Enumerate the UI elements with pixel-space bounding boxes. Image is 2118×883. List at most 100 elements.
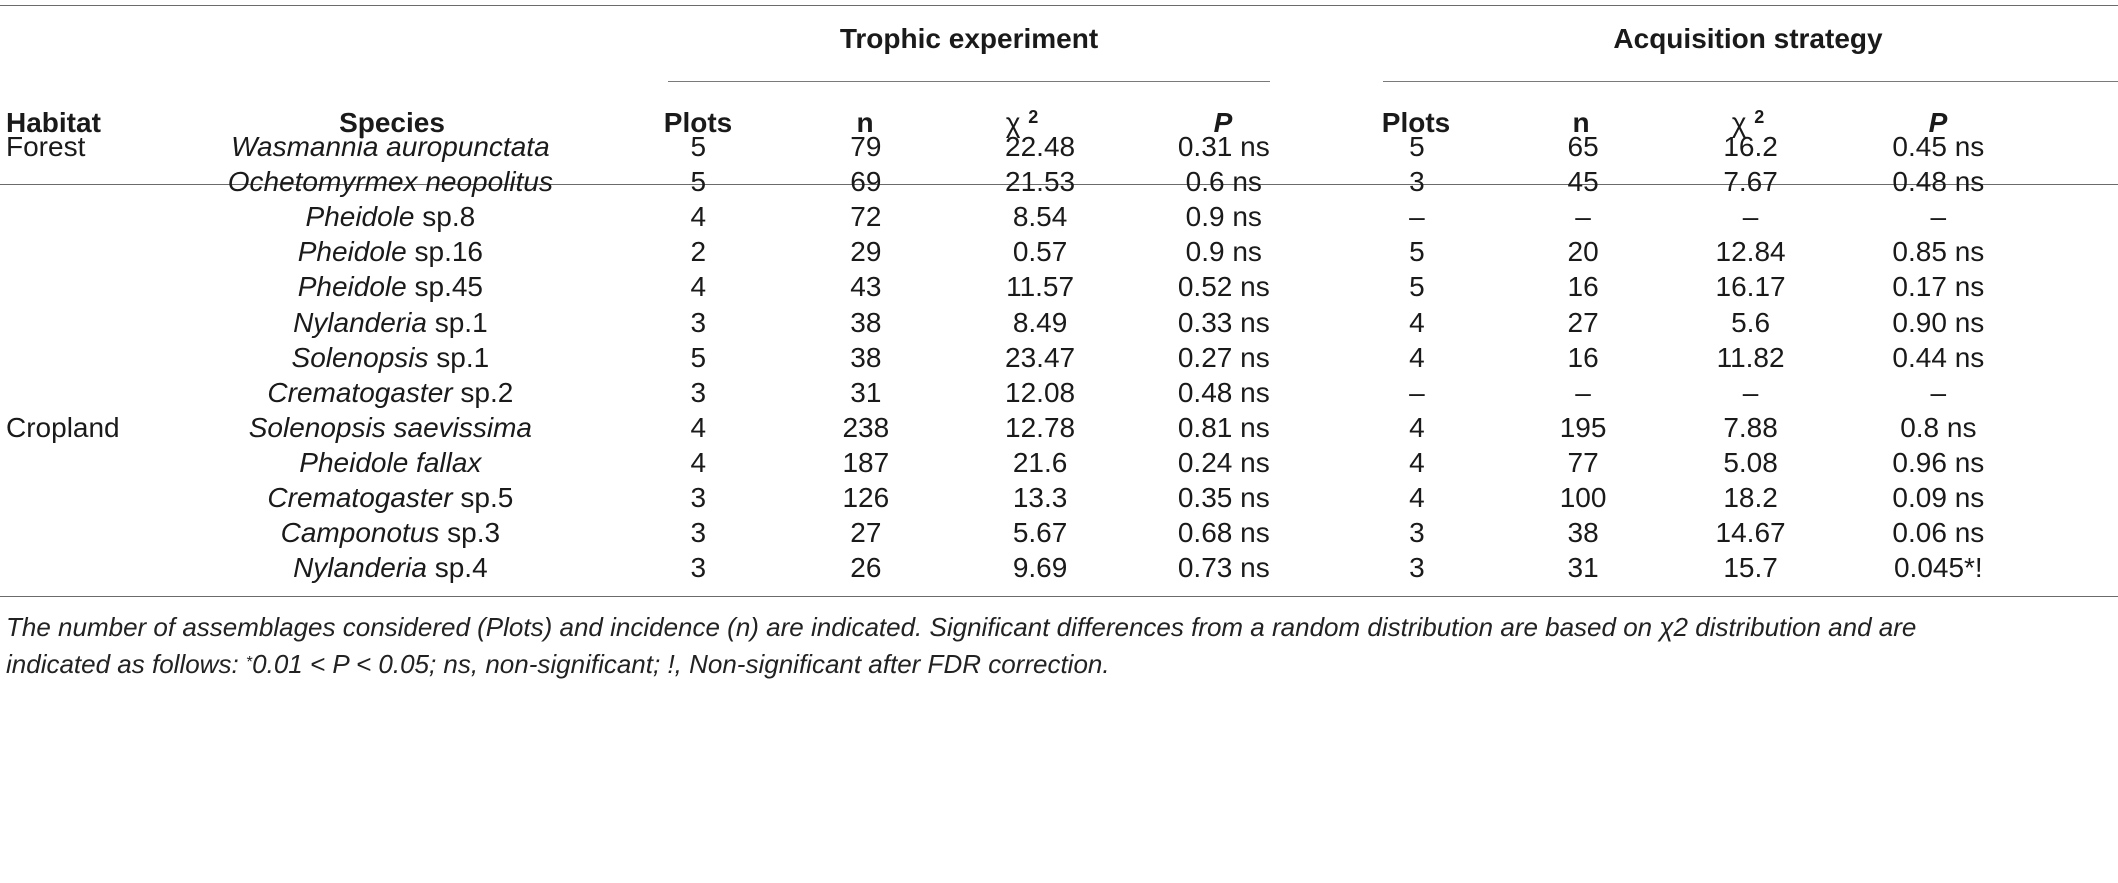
acquisition-plots-cell: 5	[1409, 236, 1425, 268]
acquisition-n-cell: 77	[1567, 446, 1599, 478]
trophic-p-cell: 0.27 ns	[1177, 341, 1270, 373]
acquisition-plots-cell: 3	[1409, 517, 1425, 549]
acquisition-p-cell: 0.96 ns	[1892, 446, 1985, 478]
species-genus: Solenopsis	[291, 341, 429, 373]
acquisition-p-cell: –	[1930, 201, 1947, 233]
trophic-p-cell: 0.81 ns	[1177, 411, 1270, 443]
acquisition-n-cell: –	[1575, 376, 1591, 408]
species-cell: Pheidole sp.45	[298, 270, 483, 304]
species-cell: Pheidole fallax	[299, 446, 481, 480]
trophic-p-cell: 0.24 ns	[1177, 446, 1270, 478]
acquisition-plots-cell: 4	[1409, 341, 1425, 373]
species-suffix: sp.4	[426, 552, 488, 584]
acquisition-p-cell: –	[1930, 376, 1947, 408]
trophic-n-cell: 31	[850, 376, 882, 408]
trophic-p-cell: 0.33 ns	[1177, 306, 1270, 338]
acquisition-n-cell: 20	[1567, 236, 1599, 268]
acquisition-n-cell: 16	[1567, 341, 1599, 373]
species-genus: Wasmannia auropunctata	[231, 131, 550, 162]
species-suffix: sp.45	[406, 271, 483, 303]
column-header-acquisition-p: P	[1928, 107, 1948, 138]
acquisition-n-cell: 45	[1567, 166, 1599, 198]
species-suffix: sp.5	[452, 482, 514, 513]
species-suffix: sp.2	[452, 376, 514, 408]
trophic-p-cell: 0.9 ns	[1185, 201, 1262, 233]
acquisition-chi-cell: 7.88	[1723, 411, 1778, 443]
acquisition-plots-cell: 3	[1409, 166, 1425, 198]
trophic-plots-cell: 5	[690, 131, 707, 162]
trophic-n-cell: 126	[842, 482, 890, 513]
acquisition-plots-cell: 5	[1409, 131, 1425, 162]
trophic-plots-cell: 3	[690, 376, 707, 408]
acquisition-chi-cell: 18.2	[1723, 482, 1778, 513]
acquisition-n-cell: 100	[1559, 482, 1607, 513]
acquisition-plots-cell: 4	[1409, 446, 1425, 478]
acquisition-p-cell: 0.09 ns	[1892, 482, 1985, 513]
acquisition-plots-cell: 4	[1409, 306, 1425, 338]
trophic-chi-cell: 21.53	[1005, 166, 1076, 198]
trophic-n-cell: 29	[850, 236, 882, 268]
trophic-chi-cell: 12.78	[1005, 411, 1076, 443]
species-genus: Ochetomyrmex neopolitus	[227, 166, 553, 198]
species-cell: Solenopsis saevissima	[249, 411, 532, 445]
trophic-chi-cell: 0.57	[1012, 236, 1068, 268]
species-genus: Pheidole	[297, 236, 407, 268]
acquisition-p-cell: 0.48 ns	[1892, 166, 1985, 198]
trophic-n-cell: 43	[850, 271, 882, 303]
acquisition-plots-cell: –	[1409, 201, 1425, 233]
column-header-trophic-p: P	[1213, 107, 1233, 138]
species-suffix: sp.16	[406, 236, 483, 268]
acquisition-p-cell: 0.45 ns	[1892, 131, 1985, 162]
trophic-plots-cell: 5	[690, 341, 707, 373]
acquisition-chi-cell: 11.82	[1716, 341, 1785, 373]
trophic-chi-cell: 12.08	[1005, 376, 1076, 408]
footnote-line-2: indicated as follows: *0.01 < P < 0.05; …	[6, 649, 1110, 679]
acquisition-chi-cell: 7.67	[1723, 166, 1778, 198]
trophic-plots-cell: 4	[690, 201, 707, 233]
trophic-n-cell: 187	[842, 446, 890, 478]
species-genus: Pheidole fallax	[299, 446, 482, 478]
trophic-p-cell: 0.9 ns	[1185, 236, 1262, 268]
acquisition-plots-cell: 3	[1409, 552, 1425, 584]
acquisition-plots-cell: 4	[1409, 411, 1425, 443]
acquisition-n-cell: 38	[1567, 517, 1599, 549]
trophic-plots-cell: 5	[690, 166, 707, 198]
trophic-chi-cell: 13.3	[1012, 482, 1068, 513]
species-genus: Camponotus	[280, 517, 440, 549]
acquisition-p-cell: 0.17 ns	[1892, 271, 1985, 303]
species-suffix: sp.8	[414, 201, 476, 233]
species-genus: Nylanderia	[293, 552, 427, 584]
column-header-trophic-chi: χ 2	[1005, 107, 1039, 138]
trophic-chi-cell: 23.47	[1005, 341, 1076, 373]
trophic-n-cell: 38	[850, 306, 882, 338]
acquisition-p-cell: 0.90 ns	[1892, 306, 1985, 338]
column-header-acquisition-n: n	[1572, 107, 1590, 138]
acquisition-p-cell: 0.85 ns	[1892, 236, 1985, 268]
species-suffix: sp.3	[439, 517, 501, 549]
table-bottom-rule	[0, 596, 2118, 597]
acquisition-chi-cell: 5.6	[1731, 306, 1771, 338]
header-bottom-rule	[0, 184, 2118, 185]
trophic-n-cell: 26	[850, 552, 882, 584]
acquisition-chi-cell: –	[1742, 376, 1759, 408]
acquisition-chi-cell: 16.2	[1723, 131, 1778, 162]
column-header-trophic-plots: Plots	[663, 107, 733, 138]
acquisition-plots-cell: 5	[1409, 271, 1425, 303]
trophic-plots-cell: 4	[690, 446, 707, 478]
acquisition-chi-cell: 16.17	[1715, 271, 1786, 303]
column-header-habitat: Habitat	[6, 107, 101, 138]
trophic-plots-cell: 3	[690, 517, 707, 549]
table-footnote: The number of assemblages considered (Pl…	[6, 609, 2106, 683]
acquisition-plots-cell: –	[1409, 376, 1425, 408]
group-header-trophic: Trophic experiment	[839, 23, 1099, 54]
acquisition-n-cell: 65	[1567, 131, 1599, 162]
acquisition-p-cell: 0.44 ns	[1892, 341, 1985, 373]
trophic-p-cell: 0.52 ns	[1177, 271, 1270, 303]
trophic-chi-cell: 9.69	[1012, 552, 1068, 584]
species-cell: Camponotus sp.3	[281, 516, 500, 550]
species-cell: Pheidole sp.8	[306, 200, 476, 234]
footnote-line-1: The number of assemblages considered (Pl…	[6, 612, 1917, 642]
species-cell: Solenopsis sp.1	[292, 341, 490, 375]
acquisition-n-cell: 195	[1559, 411, 1607, 443]
group-header-acquisition: Acquisition strategy	[1613, 23, 1883, 54]
